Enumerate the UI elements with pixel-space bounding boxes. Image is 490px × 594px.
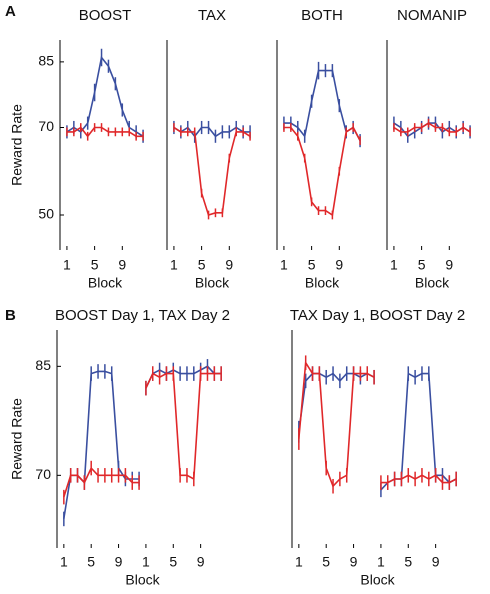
x-tick-label: 1 <box>60 554 68 570</box>
y-axis-label: Reward Rate <box>9 398 25 480</box>
chart-title: NOMANIP <box>397 7 467 24</box>
chart-title: BOTH <box>301 7 343 24</box>
x-tick-label: 9 <box>335 257 343 273</box>
x-tick-label: 5 <box>87 554 95 570</box>
y-axis-label: Reward Rate <box>9 104 25 186</box>
x-tick-label: 9 <box>432 554 440 570</box>
x-tick-label: 9 <box>445 257 453 273</box>
x-tick-label: 9 <box>197 554 205 570</box>
series-line <box>380 372 457 491</box>
panel-label: A <box>5 3 16 20</box>
chart-title: TAX <box>198 7 226 24</box>
x-axis-label: Block <box>125 572 160 588</box>
x-tick-label: 9 <box>115 554 123 570</box>
x-axis-label: Block <box>360 572 395 588</box>
x-tick-label: 5 <box>322 554 330 570</box>
y-tick-label: 70 <box>38 118 54 134</box>
chart-title: BOOST <box>79 7 132 24</box>
series-line <box>298 360 375 488</box>
y-tick-label: 85 <box>35 357 51 373</box>
x-tick-label: 1 <box>377 554 385 570</box>
x-tick-label: 5 <box>404 554 412 570</box>
series-line <box>145 365 222 389</box>
x-tick-label: 9 <box>350 554 358 570</box>
x-tick-label: 5 <box>418 257 426 273</box>
x-axis-label: Block <box>195 275 230 291</box>
series-line <box>173 126 251 138</box>
x-tick-label: 1 <box>63 257 71 273</box>
series-line <box>66 126 144 138</box>
x-tick-label: 1 <box>390 257 398 273</box>
x-tick-label: 5 <box>169 554 177 570</box>
series-line <box>173 126 251 217</box>
x-tick-label: 9 <box>118 257 126 273</box>
x-tick-label: 9 <box>225 257 233 273</box>
x-tick-label: 1 <box>142 554 150 570</box>
x-tick-label: 1 <box>295 554 303 570</box>
x-axis-label: Block <box>415 275 450 291</box>
x-axis-label: Block <box>305 275 340 291</box>
chart-title: BOOST Day 1, TAX Day 2 <box>55 307 230 324</box>
y-tick-label: 50 <box>38 206 54 222</box>
series-line <box>393 122 471 133</box>
panel-label: B <box>5 307 16 324</box>
series-line <box>145 372 222 481</box>
x-tick-label: 5 <box>198 257 206 273</box>
y-tick-label: 85 <box>38 53 54 69</box>
x-tick-label: 1 <box>280 257 288 273</box>
x-tick-label: 5 <box>91 257 99 273</box>
chart-title: TAX Day 1, BOOST Day 2 <box>290 307 465 324</box>
series-line <box>63 466 140 498</box>
series-line <box>298 372 375 432</box>
series-line <box>63 370 140 520</box>
series-line <box>283 126 361 217</box>
x-tick-label: 1 <box>170 257 178 273</box>
series-line <box>66 55 144 137</box>
series-line <box>380 474 457 484</box>
x-axis-label: Block <box>88 275 123 291</box>
x-tick-label: 5 <box>308 257 316 273</box>
y-tick-label: 70 <box>35 466 51 482</box>
